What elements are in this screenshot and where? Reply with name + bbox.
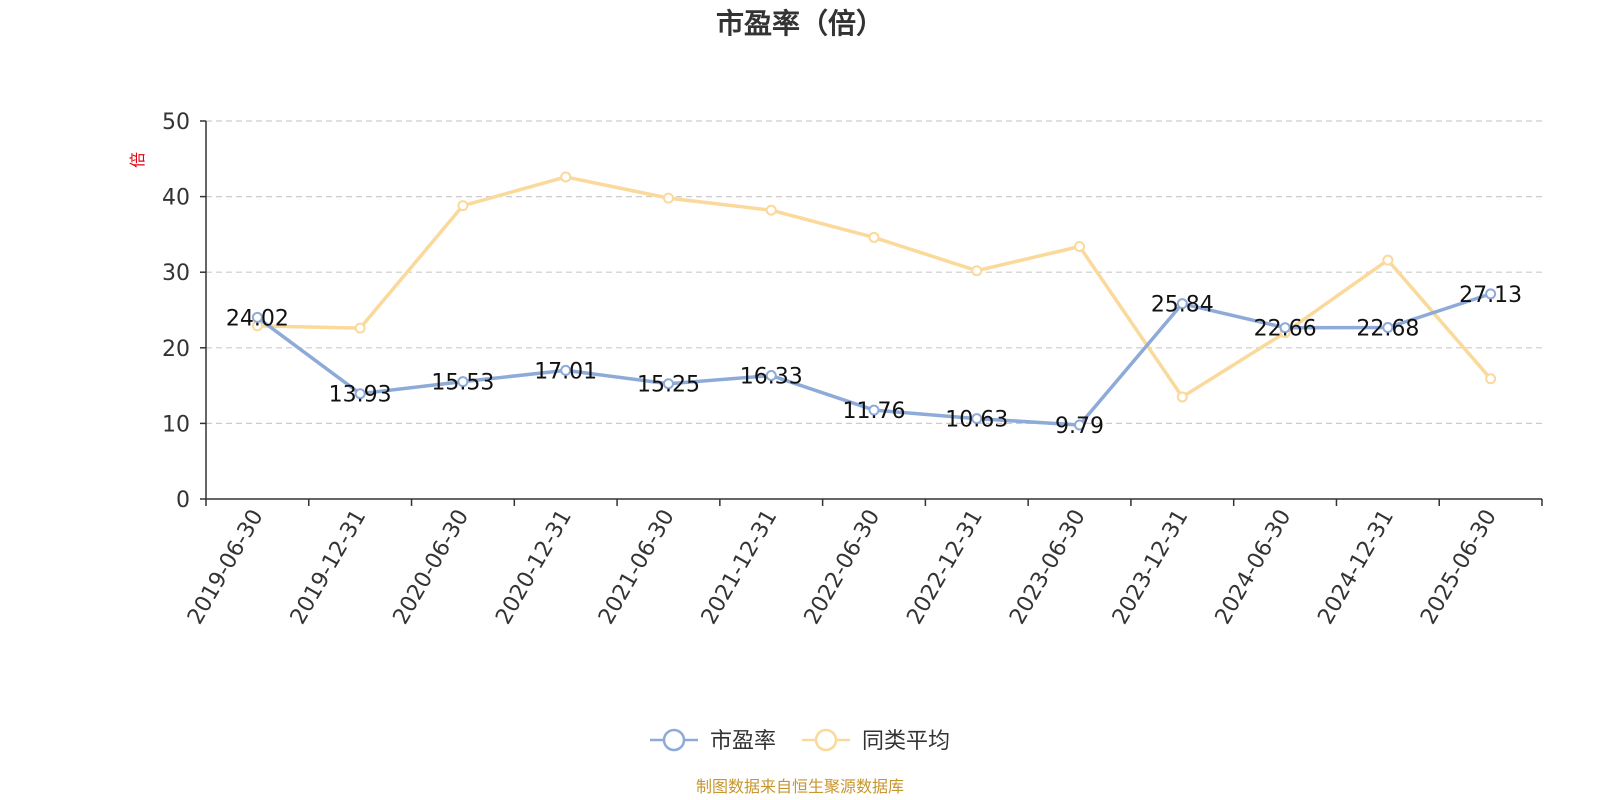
y-tick-label: 0 [176, 488, 190, 513]
x-tick-label: 2019-12-31 [286, 506, 372, 629]
data-label: 25.84 [1151, 293, 1214, 318]
data-label: 15.53 [431, 371, 494, 396]
x-tick-label: 2021-12-31 [697, 506, 783, 629]
y-tick-label: 30 [162, 261, 190, 286]
data-point[interactable] [1485, 288, 1497, 300]
data-point[interactable] [1485, 373, 1497, 385]
y-axis-unit-label: 倍 [128, 152, 147, 168]
x-tick-label: 2025-06-30 [1416, 506, 1502, 629]
data-point[interactable] [1176, 298, 1188, 310]
data-point[interactable] [1074, 240, 1086, 252]
legend[interactable]: 市盈率 同类平均 [650, 728, 950, 754]
data-point[interactable] [1176, 391, 1188, 403]
data-point[interactable] [1074, 419, 1086, 431]
x-tick-label: 2022-12-31 [902, 506, 988, 629]
data-label: 22.68 [1356, 317, 1419, 342]
data-point[interactable] [457, 200, 469, 212]
data-point[interactable] [662, 192, 674, 204]
legend-marker-1[interactable] [814, 728, 838, 752]
y-tick-label: 20 [162, 337, 190, 362]
data-point[interactable] [354, 388, 366, 400]
series-line-1 [255, 175, 1493, 399]
data-point[interactable] [251, 311, 263, 323]
data-label: 13.93 [329, 383, 392, 408]
data-point[interactable] [765, 370, 777, 382]
data-point[interactable] [662, 378, 674, 390]
data-point[interactable] [765, 204, 777, 216]
data-point[interactable] [1382, 322, 1394, 334]
data-point[interactable] [971, 413, 983, 425]
y-tick-label: 40 [162, 186, 190, 211]
data-point[interactable] [1382, 254, 1394, 266]
data-point[interactable] [560, 364, 572, 376]
series-lines [251, 171, 1497, 431]
data-point[interactable] [560, 171, 572, 183]
data-point[interactable] [868, 404, 880, 416]
x-tick-label: 2023-06-30 [1005, 506, 1091, 629]
data-label: 11.76 [843, 399, 906, 424]
data-point[interactable] [971, 265, 983, 277]
data-labels: 24.02 13.93 15.53 17.01 15.25 16.33 11.76 10.63… [226, 283, 1522, 439]
legend-label[interactable]: 同类平均 [862, 729, 950, 754]
gridlines [206, 120, 1542, 424]
data-point[interactable] [868, 231, 880, 243]
y-tick-label: 50 [162, 110, 190, 135]
data-point[interactable] [1279, 322, 1291, 334]
chart-title: 市盈率（倍） [716, 7, 884, 40]
x-tick-label: 2022-06-30 [800, 506, 886, 629]
x-tick-label: 2024-06-30 [1211, 506, 1297, 629]
data-point[interactable] [457, 376, 469, 388]
data-label: 24.02 [226, 306, 289, 331]
x-tick-label: 2023-12-31 [1108, 506, 1194, 629]
data-point[interactable] [354, 322, 366, 334]
data-label: 9.79 [1055, 414, 1104, 439]
axes: 0 10 20 30 40 50 2019-06-30 2019-12-31 2020-06-3… [162, 110, 1543, 629]
data-label: 22.66 [1254, 317, 1317, 342]
x-tick-label: 2019-06-30 [183, 506, 269, 629]
legend-label[interactable]: 市盈率 [710, 729, 776, 754]
x-tick-label: 2020-06-30 [389, 506, 475, 629]
y-tick-label: 10 [162, 412, 190, 437]
data-label: 10.63 [945, 408, 1008, 433]
data-source-note: 制图数据来自恒生聚源数据库 [696, 777, 904, 796]
x-tick-label: 2020-12-31 [491, 506, 577, 629]
data-label: 27.13 [1459, 283, 1522, 308]
data-label: 16.33 [740, 365, 803, 390]
data-label: 15.25 [637, 373, 700, 398]
x-tick-label: 2024-12-31 [1313, 506, 1399, 629]
legend-marker-0[interactable] [662, 728, 686, 752]
x-tick-label: 2021-06-30 [594, 506, 680, 629]
data-label: 17.01 [534, 359, 597, 384]
